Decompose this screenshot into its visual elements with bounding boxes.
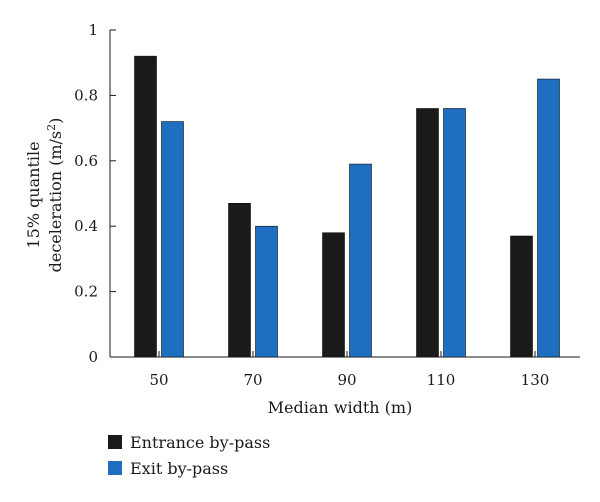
y-axis-label-close: ) bbox=[46, 118, 65, 124]
x-axis-label: Median width (m) bbox=[268, 398, 413, 417]
y-tick-label: 0.8 bbox=[74, 86, 98, 104]
y-axis-label-unit: deceleration (m/s bbox=[46, 131, 65, 273]
bars bbox=[134, 55, 560, 358]
bar-exit-50 bbox=[161, 121, 184, 358]
y-axis-label-sup: 2 bbox=[45, 124, 58, 131]
axes bbox=[109, 30, 580, 358]
bar-entrance-130 bbox=[510, 235, 533, 358]
bar-entrance-50 bbox=[134, 55, 157, 358]
y-tick-label: 0 bbox=[88, 348, 98, 366]
legend-label-entrance: Entrance by-pass bbox=[130, 433, 270, 452]
y-axis-label-line2: deceleration (m/s2) bbox=[45, 118, 65, 273]
y-tick-label: 0.4 bbox=[74, 217, 98, 235]
legend-swatch-exit bbox=[108, 461, 122, 475]
y-tick-label: 1 bbox=[88, 21, 98, 39]
x-tick-label: 90 bbox=[337, 371, 356, 389]
bar-exit-110 bbox=[443, 108, 466, 358]
x-tick-label: 130 bbox=[521, 371, 550, 389]
bar-exit-70 bbox=[255, 225, 278, 358]
legend-label-exit: Exit by-pass bbox=[130, 459, 228, 478]
y-tick-label: 0.2 bbox=[74, 283, 98, 301]
bar-entrance-70 bbox=[228, 203, 251, 358]
y-tick-label: 0.6 bbox=[74, 152, 98, 170]
bar-entrance-90 bbox=[322, 232, 345, 358]
x-tick-label: 70 bbox=[243, 371, 262, 389]
x-tick-label: 110 bbox=[427, 371, 456, 389]
y-axis-label-line1: 15% quantile bbox=[24, 141, 43, 248]
legend: Entrance by-pass Exit by-pass bbox=[108, 433, 270, 478]
bar-exit-130 bbox=[537, 78, 560, 358]
bar-entrance-110 bbox=[416, 108, 439, 358]
y-axis-label: 15% quantile deceleration (m/s2) bbox=[24, 118, 65, 273]
x-tick-label: 50 bbox=[149, 371, 168, 389]
ticks: 0 0.2 0.4 0.6 0.8 1 50 70 90 110 130 bbox=[74, 21, 549, 389]
legend-swatch-entrance bbox=[108, 435, 122, 449]
bar-exit-90 bbox=[349, 163, 372, 358]
